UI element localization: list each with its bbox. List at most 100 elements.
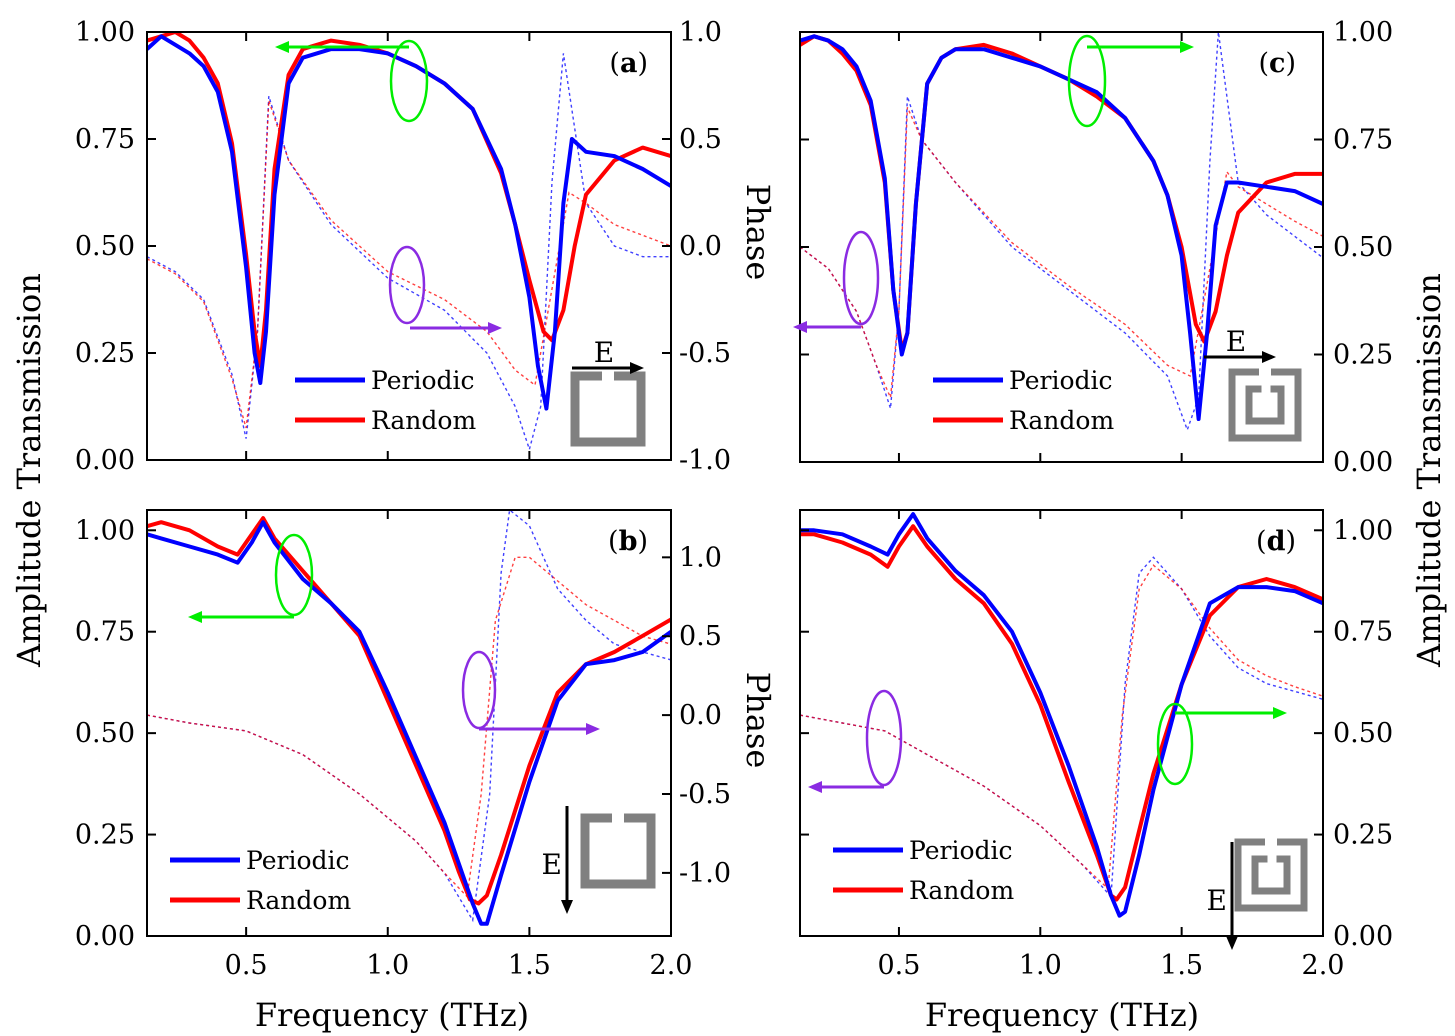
panel-a: 0.00 0.25 0.50 0.75 1.00 -1.0 -0.5 0.0 0.5 1.0 Pha… [75,17,777,476]
y-tick-label: 0.75 [75,124,135,155]
x-tick-label: 1.5 [508,950,551,981]
y-tick-label: 0.25 [1333,820,1393,851]
x-tick-label: 2.0 [650,950,693,981]
phase-tick-label: 0.5 [679,621,722,652]
phase-tick-label: 1.0 [679,542,722,573]
e-field-arrow-icon [1226,842,1238,950]
left-y-axis-title: Amplitude Transmission [10,273,48,668]
amplitude-line-random [147,32,671,368]
panel-label: (d) [1256,526,1296,557]
e-field-arrow-icon [1204,351,1276,363]
y-tick-label: 1.00 [75,515,135,546]
phase-tick-label: 0.0 [679,231,722,262]
plot-frame [146,509,672,937]
y-tick-label: 0.50 [1333,232,1393,263]
purple-axis-indicator [793,230,880,333]
x-tick-label: 1.0 [1019,950,1062,981]
legend: Periodic Random [295,366,476,435]
x-axis-title-left: Frequency (THz) [255,996,529,1034]
purple-axis-indicator [388,245,502,334]
purple-axis-indicator [808,689,903,793]
amplitude-line-periodic [147,520,671,926]
y-tick-label: 1.00 [1333,515,1393,546]
amplitude-line-periodic [147,34,671,411]
phase-tick-label: -1.0 [679,445,731,476]
amplitude-line-periodic [800,34,1323,421]
e-field-arrow-icon [572,362,644,374]
phase-line-periodic [147,53,671,452]
e-field-label: E [1207,884,1227,917]
y-tick-label: 0.00 [75,921,135,952]
legend-label-periodic: Periodic [246,846,350,875]
panel-c: 0.00 0.25 0.50 0.75 1.00 (c) Periodic Random E [793,17,1393,478]
amplitude-line-random [800,34,1323,353]
y-tick-label: 1.00 [1333,17,1393,48]
green-axis-indicator [1156,702,1287,786]
y-tick-label: 0.00 [1333,921,1393,952]
panel-label: (a) [609,48,648,79]
phase-axis-title: Phase [739,672,777,769]
right-y-axis-title: Amplitude Transmission [1410,273,1448,668]
panel-label: (b) [608,526,648,557]
x-tick-label: 0.5 [877,950,920,981]
e-field-label: E [542,848,562,881]
phase-line-random [800,564,1323,891]
e-field-arrow-icon [561,806,573,914]
e-field-label: E [1226,325,1246,358]
legend: Periodic Random [170,846,351,915]
y-tick-label: 0.75 [75,617,135,648]
purple-axis-indicator [461,650,600,735]
legend: Periodic Random [933,366,1114,435]
y-tick-label: 0.00 [1333,447,1393,478]
series-group [800,32,1323,432]
phase-tick-label: -1.0 [679,858,731,889]
series-group [147,32,671,452]
phase-line-periodic [800,32,1323,432]
y-tick-label: 0.50 [1333,718,1393,749]
y-tick-label: 1.00 [75,17,135,48]
amplitude-line-random [800,524,1323,902]
phase-tick-label: 1.0 [679,17,722,48]
split-ring-resonator-icon [580,813,656,889]
legend-label-periodic: Periodic [1009,366,1113,395]
legend-label-random: Random [371,406,476,435]
phase-tick-label: -0.5 [679,779,731,810]
x-tick-label: 1.0 [366,950,409,981]
y-tick-label: 0.50 [75,231,135,262]
phase-line-random [147,556,671,899]
double-split-ring-resonator-icon [1234,838,1308,912]
panel-label: (c) [1258,48,1296,79]
y-tick-label: 0.25 [1333,340,1393,371]
phase-line-random [800,107,1323,401]
panel-d: 0.00 0.25 0.50 0.75 1.00 0.5 1.0 1.5 2.0 (d) Perio… [799,509,1393,981]
green-axis-indicator [1067,34,1194,128]
x-tick-label: 1.5 [1160,950,1203,981]
amplitude-line-random [147,516,671,906]
x-tick-label: 2.0 [1302,950,1345,981]
y-tick-label: 0.25 [75,338,135,369]
phase-tick-label: -0.5 [679,338,731,369]
series-group [800,512,1323,918]
split-ring-resonator-icon [570,371,646,447]
y-tick-label: 0.75 [1333,617,1393,648]
y-tick-label: 0.25 [75,820,135,851]
green-axis-indicator [275,39,429,123]
phase-tick-label: 0.5 [679,124,722,155]
phase-line-periodic [800,556,1323,899]
phase-line-periodic [147,510,671,923]
plot-frame [799,509,1324,937]
legend: Periodic Random [833,836,1014,905]
panels-group: 0.00 0.25 0.50 0.75 1.00 -1.0 -0.5 0.0 0.5 1.0 Pha… [75,17,1393,981]
legend-label-periodic: Periodic [371,366,475,395]
panel-b: 0.00 0.25 0.50 0.75 1.00 -1.0 -0.5 0.0 0.5 1.0 0.5… [75,509,777,981]
e-field-label: E [594,336,614,369]
x-tick-label: 0.5 [225,950,268,981]
y-tick-label: 0.75 [1333,125,1393,156]
y-tick-label: 0.00 [75,445,135,476]
x-axis-title-right: Frequency (THz) [925,996,1199,1034]
y-tick-label: 0.50 [75,718,135,749]
green-axis-indicator [188,533,314,623]
legend-label-random: Random [909,876,1014,905]
phase-axis-title: Phase [739,184,777,281]
